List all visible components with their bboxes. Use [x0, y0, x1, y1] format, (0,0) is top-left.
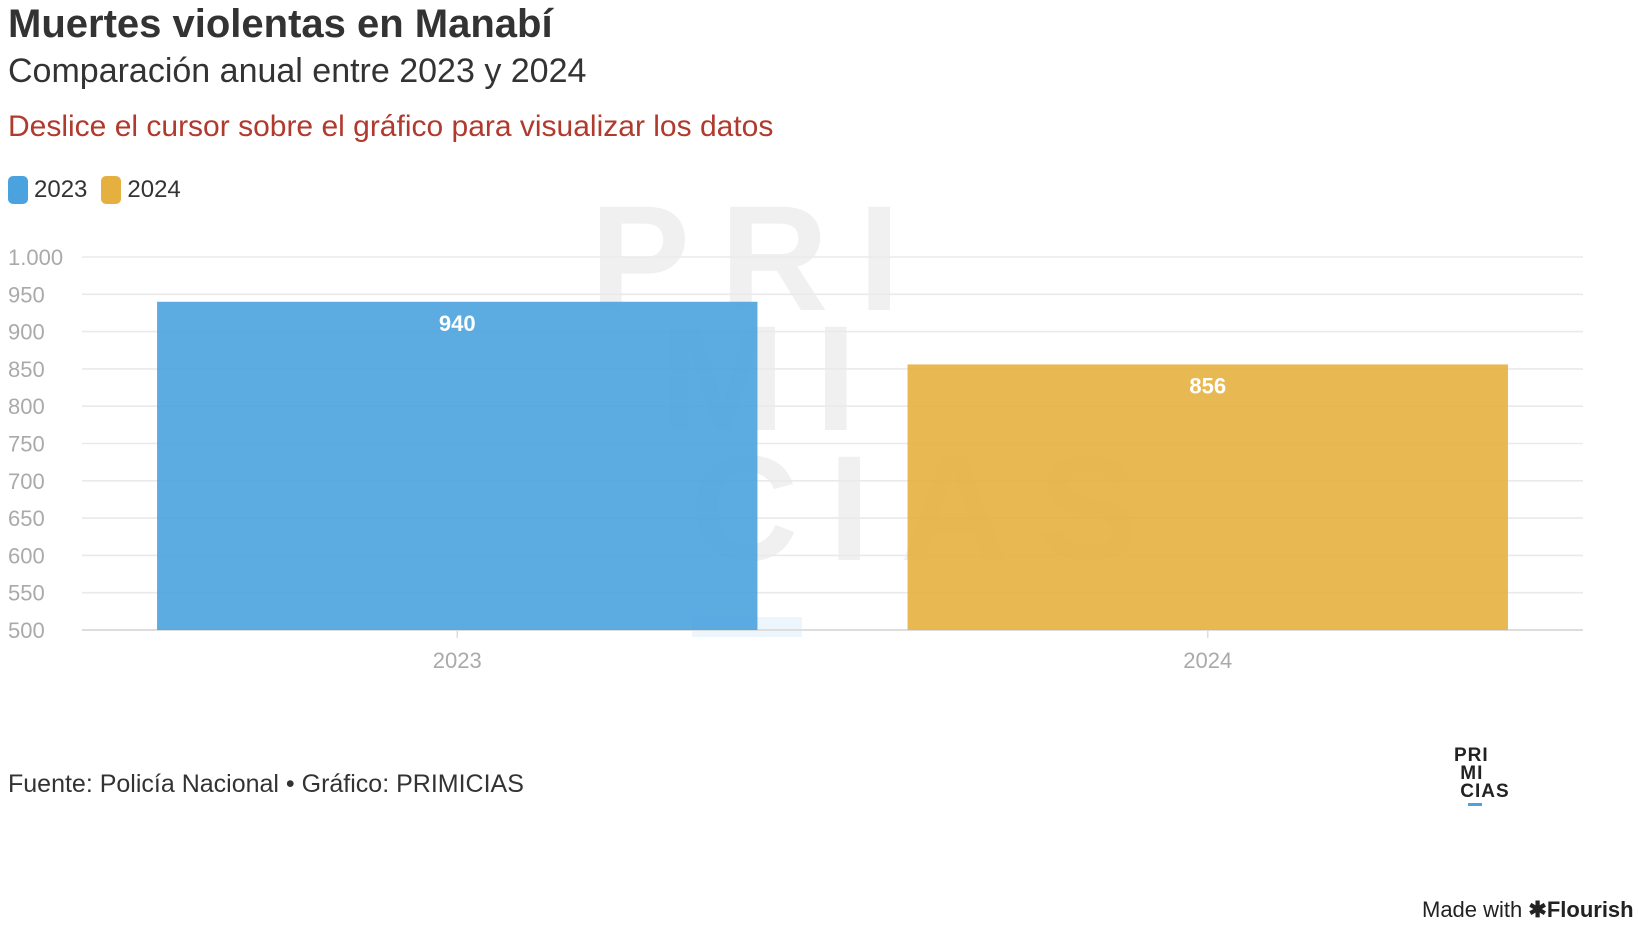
legend-label-2023: 2023	[34, 176, 88, 203]
bar-2024	[907, 364, 1508, 630]
logo-line-2: MI	[1454, 763, 1484, 784]
legend-swatch-2023	[8, 176, 28, 204]
y-tick-label: 750	[8, 432, 45, 457]
y-tick-label: 950	[8, 282, 45, 307]
y-tick-label: 700	[8, 469, 45, 494]
logo-line-3: CIAS	[1454, 781, 1510, 802]
legend: 2023 2024	[8, 176, 181, 204]
bar-2023	[157, 301, 758, 630]
y-tick-label: 600	[8, 543, 45, 568]
y-tick-label: 800	[8, 394, 45, 419]
y-tick-label: 1.000	[8, 245, 63, 270]
flourish-brand: ✱Flourish	[1528, 897, 1634, 922]
y-tick-label: 900	[8, 320, 45, 345]
legend-item-2023[interactable]: 2023	[8, 176, 87, 204]
legend-label-2024: 2024	[127, 176, 181, 203]
source-note: Fuente: Policía Nacional • Gráfico: PRIM…	[8, 770, 524, 798]
hover-instruction: Deslice el cursor sobre el gráfico para …	[8, 110, 774, 143]
bar-chart[interactable]: PRIMICIAS5005506006507007508008509009501…	[0, 0, 1638, 700]
x-tick-label: 2024	[1183, 648, 1232, 673]
chart-title: Muertes violentas en Manabí	[8, 2, 553, 46]
made-with-prefix: Made with	[1422, 897, 1529, 922]
x-tick-label: 2023	[433, 648, 482, 673]
y-tick-label: 650	[8, 506, 45, 531]
legend-swatch-2024	[101, 176, 122, 204]
data-label: 856	[1189, 373, 1226, 398]
legend-item-2024[interactable]: 2024	[101, 176, 181, 204]
logo-accent-bar	[1468, 803, 1482, 806]
y-tick-label: 500	[8, 618, 45, 643]
data-label: 940	[439, 311, 476, 336]
made-with-flourish[interactable]: Made with ✱Flourish	[1422, 897, 1634, 923]
y-tick-label: 550	[8, 581, 45, 606]
primicias-logo: PRI MI CIAS	[1454, 745, 1510, 806]
chart-subtitle: Comparación anual entre 2023 y 2024	[8, 52, 587, 90]
y-tick-label: 850	[8, 357, 45, 382]
logo-line-1: PRI	[1454, 745, 1489, 766]
